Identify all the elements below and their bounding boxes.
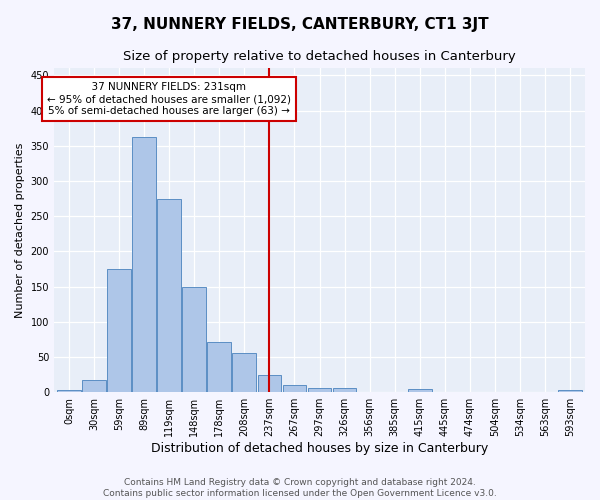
Bar: [308, 388, 331, 392]
X-axis label: Distribution of detached houses by size in Canterbury: Distribution of detached houses by size …: [151, 442, 488, 455]
Bar: [82, 380, 106, 392]
Bar: [182, 286, 206, 392]
Text: 37, NUNNERY FIELDS, CANTERBURY, CT1 3JT: 37, NUNNERY FIELDS, CANTERBURY, CT1 3JT: [111, 18, 489, 32]
Bar: [283, 385, 307, 392]
Bar: [232, 354, 256, 392]
Text: 37 NUNNERY FIELDS: 231sqm  
← 95% of detached houses are smaller (1,092)
5% of s: 37 NUNNERY FIELDS: 231sqm ← 95% of detac…: [47, 82, 291, 116]
Title: Size of property relative to detached houses in Canterbury: Size of property relative to detached ho…: [123, 50, 516, 63]
Bar: [133, 136, 156, 392]
Bar: [107, 269, 131, 392]
Bar: [208, 342, 231, 392]
Bar: [558, 390, 582, 392]
Bar: [257, 376, 281, 392]
Bar: [57, 390, 81, 392]
Y-axis label: Number of detached properties: Number of detached properties: [15, 142, 25, 318]
Bar: [332, 388, 356, 392]
Bar: [408, 390, 431, 392]
Bar: [157, 198, 181, 392]
Text: Contains HM Land Registry data © Crown copyright and database right 2024.
Contai: Contains HM Land Registry data © Crown c…: [103, 478, 497, 498]
